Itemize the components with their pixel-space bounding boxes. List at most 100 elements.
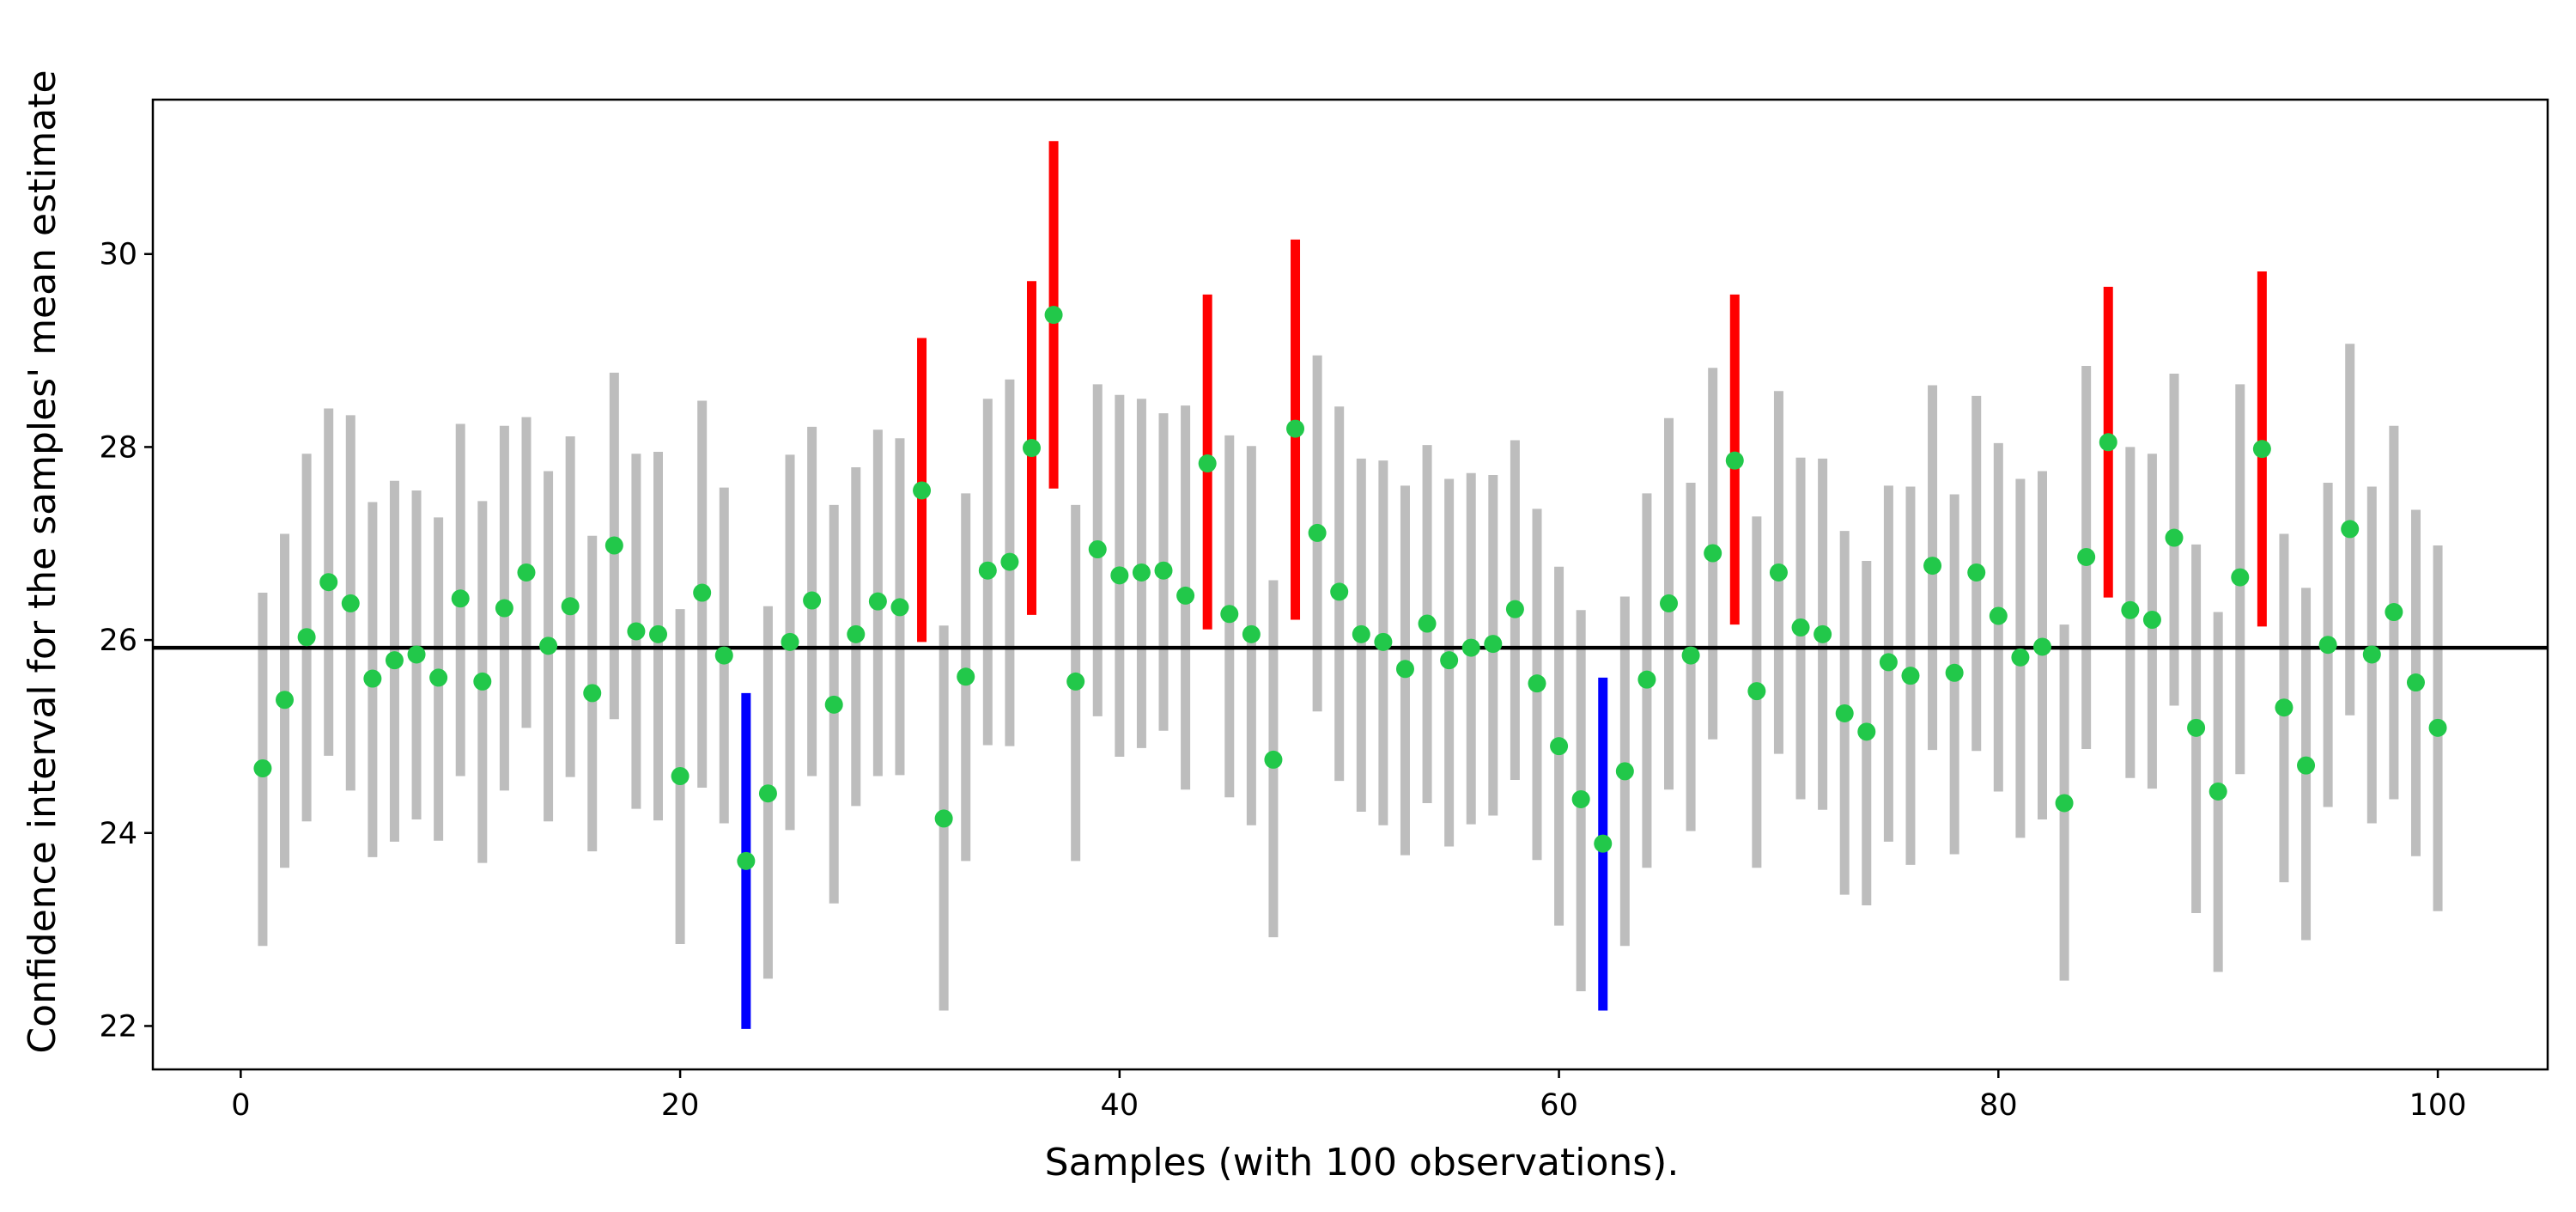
mean-point [2208, 782, 2227, 801]
mean-point [693, 583, 712, 602]
mean-point [1220, 605, 1239, 624]
mean-point [1198, 454, 1217, 473]
mean-point [473, 672, 492, 691]
mean-point [385, 651, 404, 670]
mean-point [1044, 306, 1063, 325]
x-tick-label: 60 [1540, 1088, 1578, 1123]
mean-point [1242, 624, 1261, 643]
y-tick-label: 30 [99, 238, 137, 272]
y-axis-label: Confidence interval for the samples' mea… [21, 70, 64, 1053]
mean-point [407, 645, 426, 664]
mean-point [276, 691, 295, 710]
mean-point [1747, 682, 1766, 701]
mean-point [319, 573, 338, 592]
mean-point [1461, 638, 1480, 657]
mean-point [1176, 586, 1195, 605]
mean-point [913, 481, 932, 500]
mean-point [1352, 624, 1370, 643]
mean-point [2165, 528, 2184, 547]
mean-point [2121, 600, 2140, 619]
mean-point [1725, 451, 1744, 470]
mean-point [2231, 568, 2250, 587]
mean-point [649, 624, 668, 643]
mean-point [890, 598, 909, 617]
plot-frame [151, 98, 2549, 1071]
mean-point [1066, 672, 1085, 691]
mean-point [2297, 756, 2316, 775]
x-axis-label: Samples (with 100 observations). [1045, 1141, 1680, 1185]
mean-point [1022, 439, 1041, 458]
mean-point [824, 695, 843, 714]
mean-point [1901, 667, 1920, 685]
mean-point [627, 622, 646, 641]
mean-point [2055, 794, 2074, 813]
y-tick-label: 28 [99, 430, 137, 465]
mean-point [2187, 718, 2206, 737]
mean-point [1835, 703, 1854, 722]
y-tick-label: 26 [99, 624, 137, 658]
mean-point [2318, 636, 2337, 655]
x-axis-ticks: 0 20 40 60 80 100 [231, 1069, 2466, 1123]
mean-point [1550, 737, 1569, 756]
mean-point [2406, 673, 2425, 692]
mean-point [868, 592, 887, 611]
mean-points [253, 306, 2447, 870]
mean-point [2275, 698, 2293, 717]
mean-point [1110, 566, 1129, 585]
mean-point [1704, 544, 1722, 563]
x-tick-label: 80 [1979, 1088, 2018, 1123]
mean-point [934, 809, 953, 828]
mean-point [2385, 603, 2403, 622]
mean-point [2011, 648, 2030, 667]
mean-point [605, 536, 623, 555]
mean-point [583, 684, 602, 703]
mean-point [451, 589, 470, 608]
mean-point [2032, 637, 2051, 656]
x-tick-label: 100 [2409, 1088, 2467, 1123]
mean-point [671, 766, 690, 785]
mean-point [429, 668, 448, 687]
mean-point [1132, 563, 1151, 582]
mean-point [1308, 523, 1327, 542]
mean-point [561, 597, 580, 616]
mean-point [1615, 762, 1634, 781]
x-tick-label: 40 [1101, 1088, 1139, 1123]
mean-point [1945, 663, 1964, 682]
mean-point [2077, 547, 2096, 566]
mean-point [1395, 660, 1414, 679]
mean-point [1923, 557, 1942, 576]
mean-point [1528, 674, 1546, 693]
mean-point [2252, 440, 2271, 459]
mean-point [847, 624, 866, 643]
mean-point [1814, 624, 1832, 643]
mean-point [2362, 645, 2381, 664]
mean-point [1791, 618, 1810, 636]
mean-point [1571, 789, 1590, 808]
mean-point [495, 599, 513, 618]
y-axis-ticks: 22 24 26 28 30 [99, 238, 153, 1044]
mean-point [714, 646, 733, 665]
mean-point [1374, 632, 1393, 651]
mean-point [781, 632, 799, 651]
mean-point [1857, 722, 1876, 741]
y-tick-label: 22 [99, 1009, 137, 1044]
mean-point [253, 759, 272, 778]
x-tick-label: 20 [661, 1088, 700, 1123]
mean-point [1681, 646, 1700, 665]
mean-point [803, 591, 822, 610]
mean-point [1505, 600, 1524, 618]
mean-point [1286, 419, 1305, 438]
mean-point [2142, 611, 2161, 630]
mean-point [1000, 552, 1019, 571]
mean-point [539, 636, 558, 655]
mean-point [758, 784, 777, 803]
mean-point [1637, 670, 1656, 689]
mean-point [2341, 520, 2360, 539]
mean-point [1967, 563, 1986, 582]
x-tick-label: 0 [231, 1088, 250, 1123]
mean-point [957, 667, 975, 686]
mean-point [517, 563, 536, 582]
mean-point [1989, 606, 2008, 625]
mean-point [1154, 561, 1173, 580]
